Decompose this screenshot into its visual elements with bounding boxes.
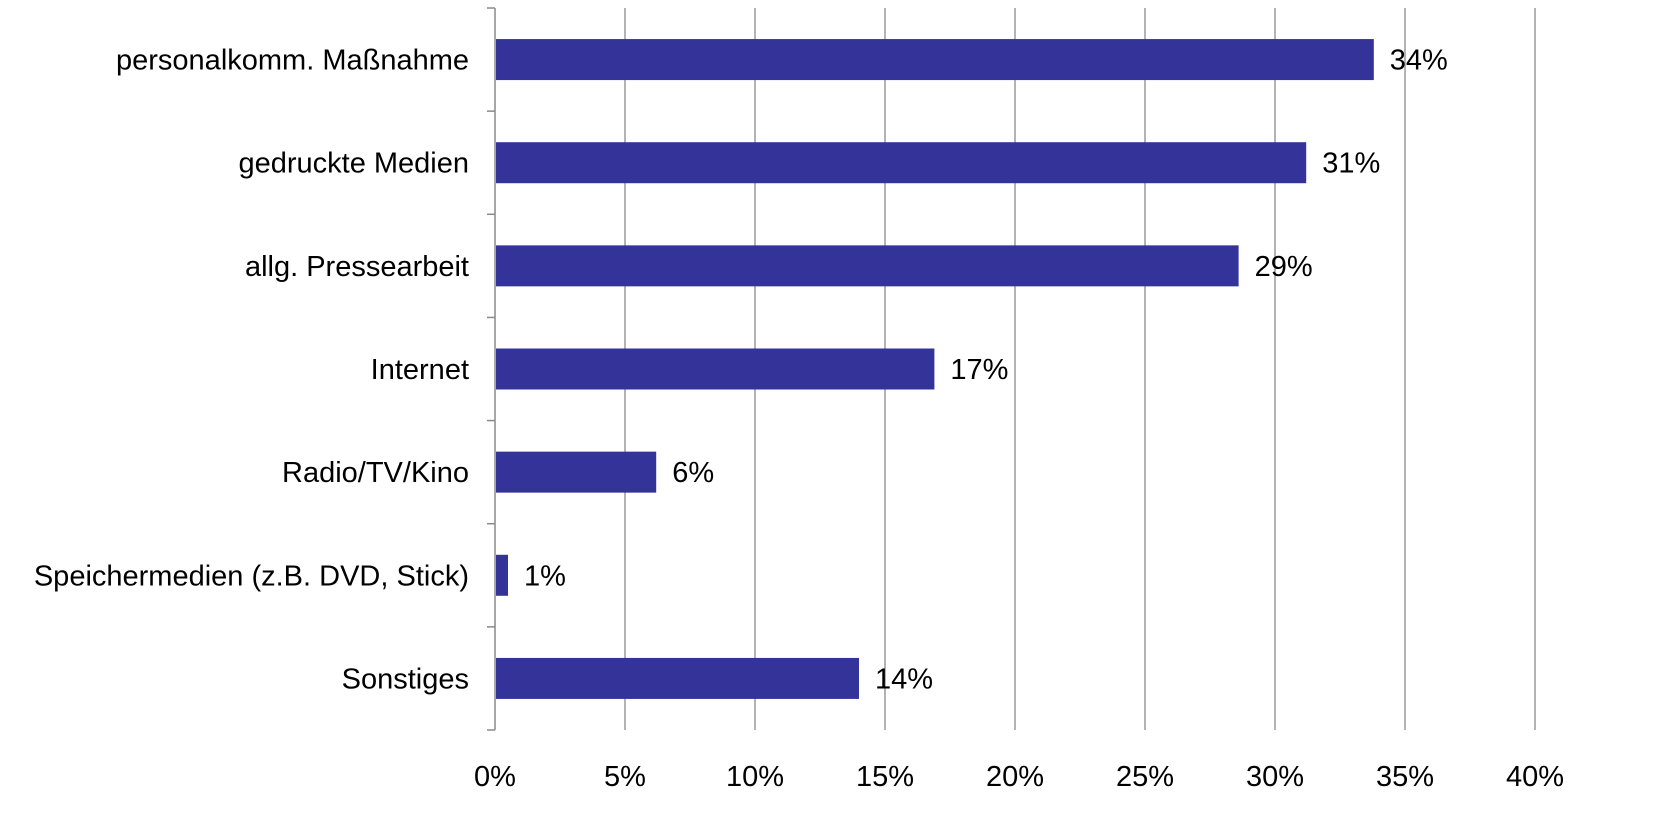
- x-tick-label: 35%: [1376, 761, 1434, 793]
- data-label: 17%: [950, 354, 1008, 386]
- data-label: 6%: [672, 457, 714, 489]
- category-label: Speichermedien (z.B. DVD, Stick): [34, 560, 469, 592]
- label-layer: 0% 5% 10% 15% 20% 25% 30% 35% 40% personalkomm. M…: [34, 45, 1564, 793]
- x-tick-label: 15%: [856, 761, 914, 793]
- bar-5: [496, 554, 508, 596]
- data-label: 34%: [1390, 45, 1448, 77]
- bar-3: [496, 348, 935, 390]
- bar-1: [496, 142, 1307, 184]
- category-label: Sonstiges: [342, 663, 469, 695]
- x-tick-label: 10%: [726, 761, 784, 793]
- x-tick-label: 5%: [604, 761, 646, 793]
- x-tick-label: 0%: [474, 761, 516, 793]
- bar-4: [496, 451, 657, 493]
- data-label: 1%: [524, 560, 566, 592]
- category-label: Radio/TV/Kino: [282, 457, 469, 489]
- category-label: Internet: [371, 354, 469, 386]
- x-tick-label: 20%: [986, 761, 1044, 793]
- category-label: allg. Pressearbeit: [245, 251, 469, 283]
- data-label: 29%: [1255, 251, 1313, 283]
- bar-6: [496, 657, 859, 699]
- bar-0: [496, 39, 1374, 81]
- data-label: 14%: [875, 663, 933, 695]
- bar-2: [496, 245, 1239, 287]
- category-label: gedruckte Medien: [238, 148, 469, 180]
- x-tick-label: 30%: [1246, 761, 1304, 793]
- x-tick-label: 25%: [1116, 761, 1174, 793]
- x-tick-label: 40%: [1506, 761, 1564, 793]
- data-label: 31%: [1322, 148, 1380, 180]
- axis-layer: [487, 7, 496, 731]
- bar-layer: [496, 39, 1374, 699]
- category-label: personalkomm. Maßnahme: [116, 45, 469, 77]
